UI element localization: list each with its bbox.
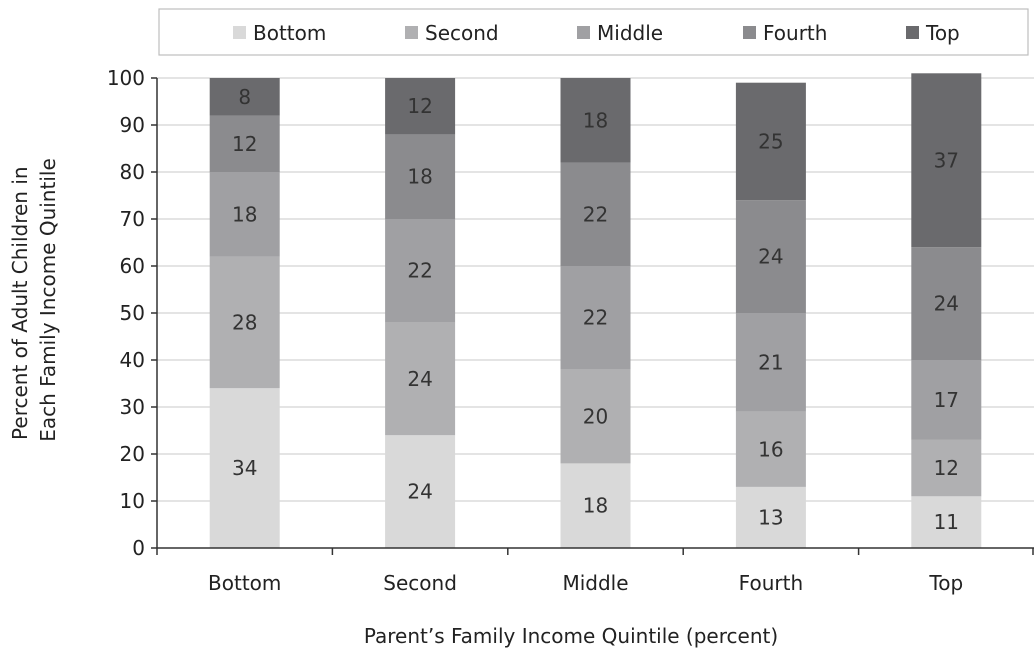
data-label: 16	[758, 437, 783, 461]
data-label: 24	[407, 367, 432, 391]
bar-segment	[735, 82, 806, 201]
data-label: 20	[583, 404, 608, 428]
data-label: 18	[583, 108, 608, 132]
legend-swatch	[906, 26, 919, 39]
data-label: 8	[238, 85, 251, 109]
legend-label: Top	[925, 21, 960, 45]
y-tick-label: 80	[120, 160, 145, 184]
legend-box	[158, 8, 1029, 56]
bar-segment	[385, 435, 456, 548]
bars: 3428181282424221812182022221813162124251…	[209, 73, 982, 548]
data-label: 24	[934, 292, 959, 316]
y-tick-label: 50	[120, 301, 145, 325]
legend-swatch	[405, 26, 418, 39]
y-tick-label: 10	[120, 489, 145, 513]
x-tick-label: Top	[928, 571, 963, 595]
legend-swatch	[743, 26, 756, 39]
bar-segment	[735, 486, 806, 548]
bar-segment	[735, 200, 806, 313]
y-tick-label: 70	[120, 207, 145, 231]
data-label: 18	[232, 202, 257, 226]
x-tick-label: Bottom	[208, 571, 281, 595]
data-label: 12	[934, 456, 959, 480]
data-label: 22	[583, 306, 608, 330]
data-label: 37	[934, 148, 959, 172]
data-label: 22	[407, 259, 432, 283]
data-label: 18	[583, 494, 608, 518]
y-axis-title-line-1: Percent of Adult Children in	[8, 166, 32, 440]
legend-label: Fourth	[763, 21, 827, 45]
y-tick-label: 30	[120, 395, 145, 419]
x-axis-title: Parent’s Family Income Quintile (percent…	[364, 624, 778, 648]
bar-segment	[911, 439, 982, 497]
legend-swatch	[577, 26, 590, 39]
data-label: 34	[232, 456, 257, 480]
data-label: 13	[758, 505, 783, 529]
bar-segment	[560, 369, 631, 464]
bar-segment	[560, 162, 631, 266]
y-tick-label: 60	[120, 254, 145, 278]
data-label: 24	[407, 480, 432, 504]
bar-segment	[911, 360, 982, 440]
x-tick-label: Middle	[562, 571, 628, 595]
bar-segment	[560, 463, 631, 548]
legend-label: Bottom	[253, 21, 326, 45]
bar-segment	[735, 313, 806, 412]
axes: 0 10 20 30 40 50 60 70 80 90 100 Bottom Second Middle…	[107, 66, 1034, 595]
bar-segment	[209, 256, 280, 389]
data-label: 21	[758, 350, 783, 374]
bar-segment	[209, 78, 280, 116]
bar-segment	[385, 219, 456, 323]
bar-segment	[735, 411, 806, 487]
bar-segment	[911, 496, 982, 548]
y-tick-label: 40	[120, 348, 145, 372]
data-label: 12	[232, 132, 257, 156]
y-tick-label: 0	[132, 536, 145, 560]
legend-swatch	[233, 26, 246, 39]
bar-segment	[385, 134, 456, 219]
y-tick-label: 90	[120, 113, 145, 137]
bar-segment	[209, 388, 280, 548]
bar-stack: 34 28 18 12 8	[209, 78, 280, 548]
bar-segment	[560, 78, 631, 163]
data-label: 11	[934, 510, 959, 534]
bar-segment	[560, 266, 631, 370]
x-tick-label: Fourth	[739, 571, 803, 595]
data-label: 28	[232, 310, 257, 334]
bar-stack: 24 24 22 18 12	[385, 78, 456, 548]
data-label: 25	[758, 129, 783, 153]
data-label: 18	[407, 165, 432, 189]
bar-segment	[209, 115, 280, 172]
legend-label: Second	[425, 21, 499, 45]
y-tick-label: 100	[107, 66, 145, 90]
x-tick-label: Second	[383, 571, 457, 595]
legend-label: Middle	[597, 21, 663, 45]
y-axis-title-line-2: Each Family Income Quintile	[36, 158, 60, 442]
bar-segment	[209, 172, 280, 257]
bar-segment	[911, 73, 982, 248]
bar-stack: 11 12 17 24 37	[911, 73, 982, 548]
data-label: 24	[758, 245, 783, 269]
legend: Bottom Second Middle Fourth Top	[158, 8, 1029, 56]
bar-stack: 18 20 22 22 18	[560, 78, 631, 548]
bar-segment	[385, 322, 456, 436]
bar-stack: 13 16 21 24 25	[735, 82, 806, 548]
data-label: 22	[583, 202, 608, 226]
bar-segment	[385, 78, 456, 135]
y-axis-title: Percent of Adult Children in Each Family…	[8, 158, 60, 442]
bar-segment	[911, 247, 982, 360]
data-label: 17	[934, 388, 959, 412]
y-tick-label: 20	[120, 442, 145, 466]
data-label: 12	[407, 94, 432, 118]
